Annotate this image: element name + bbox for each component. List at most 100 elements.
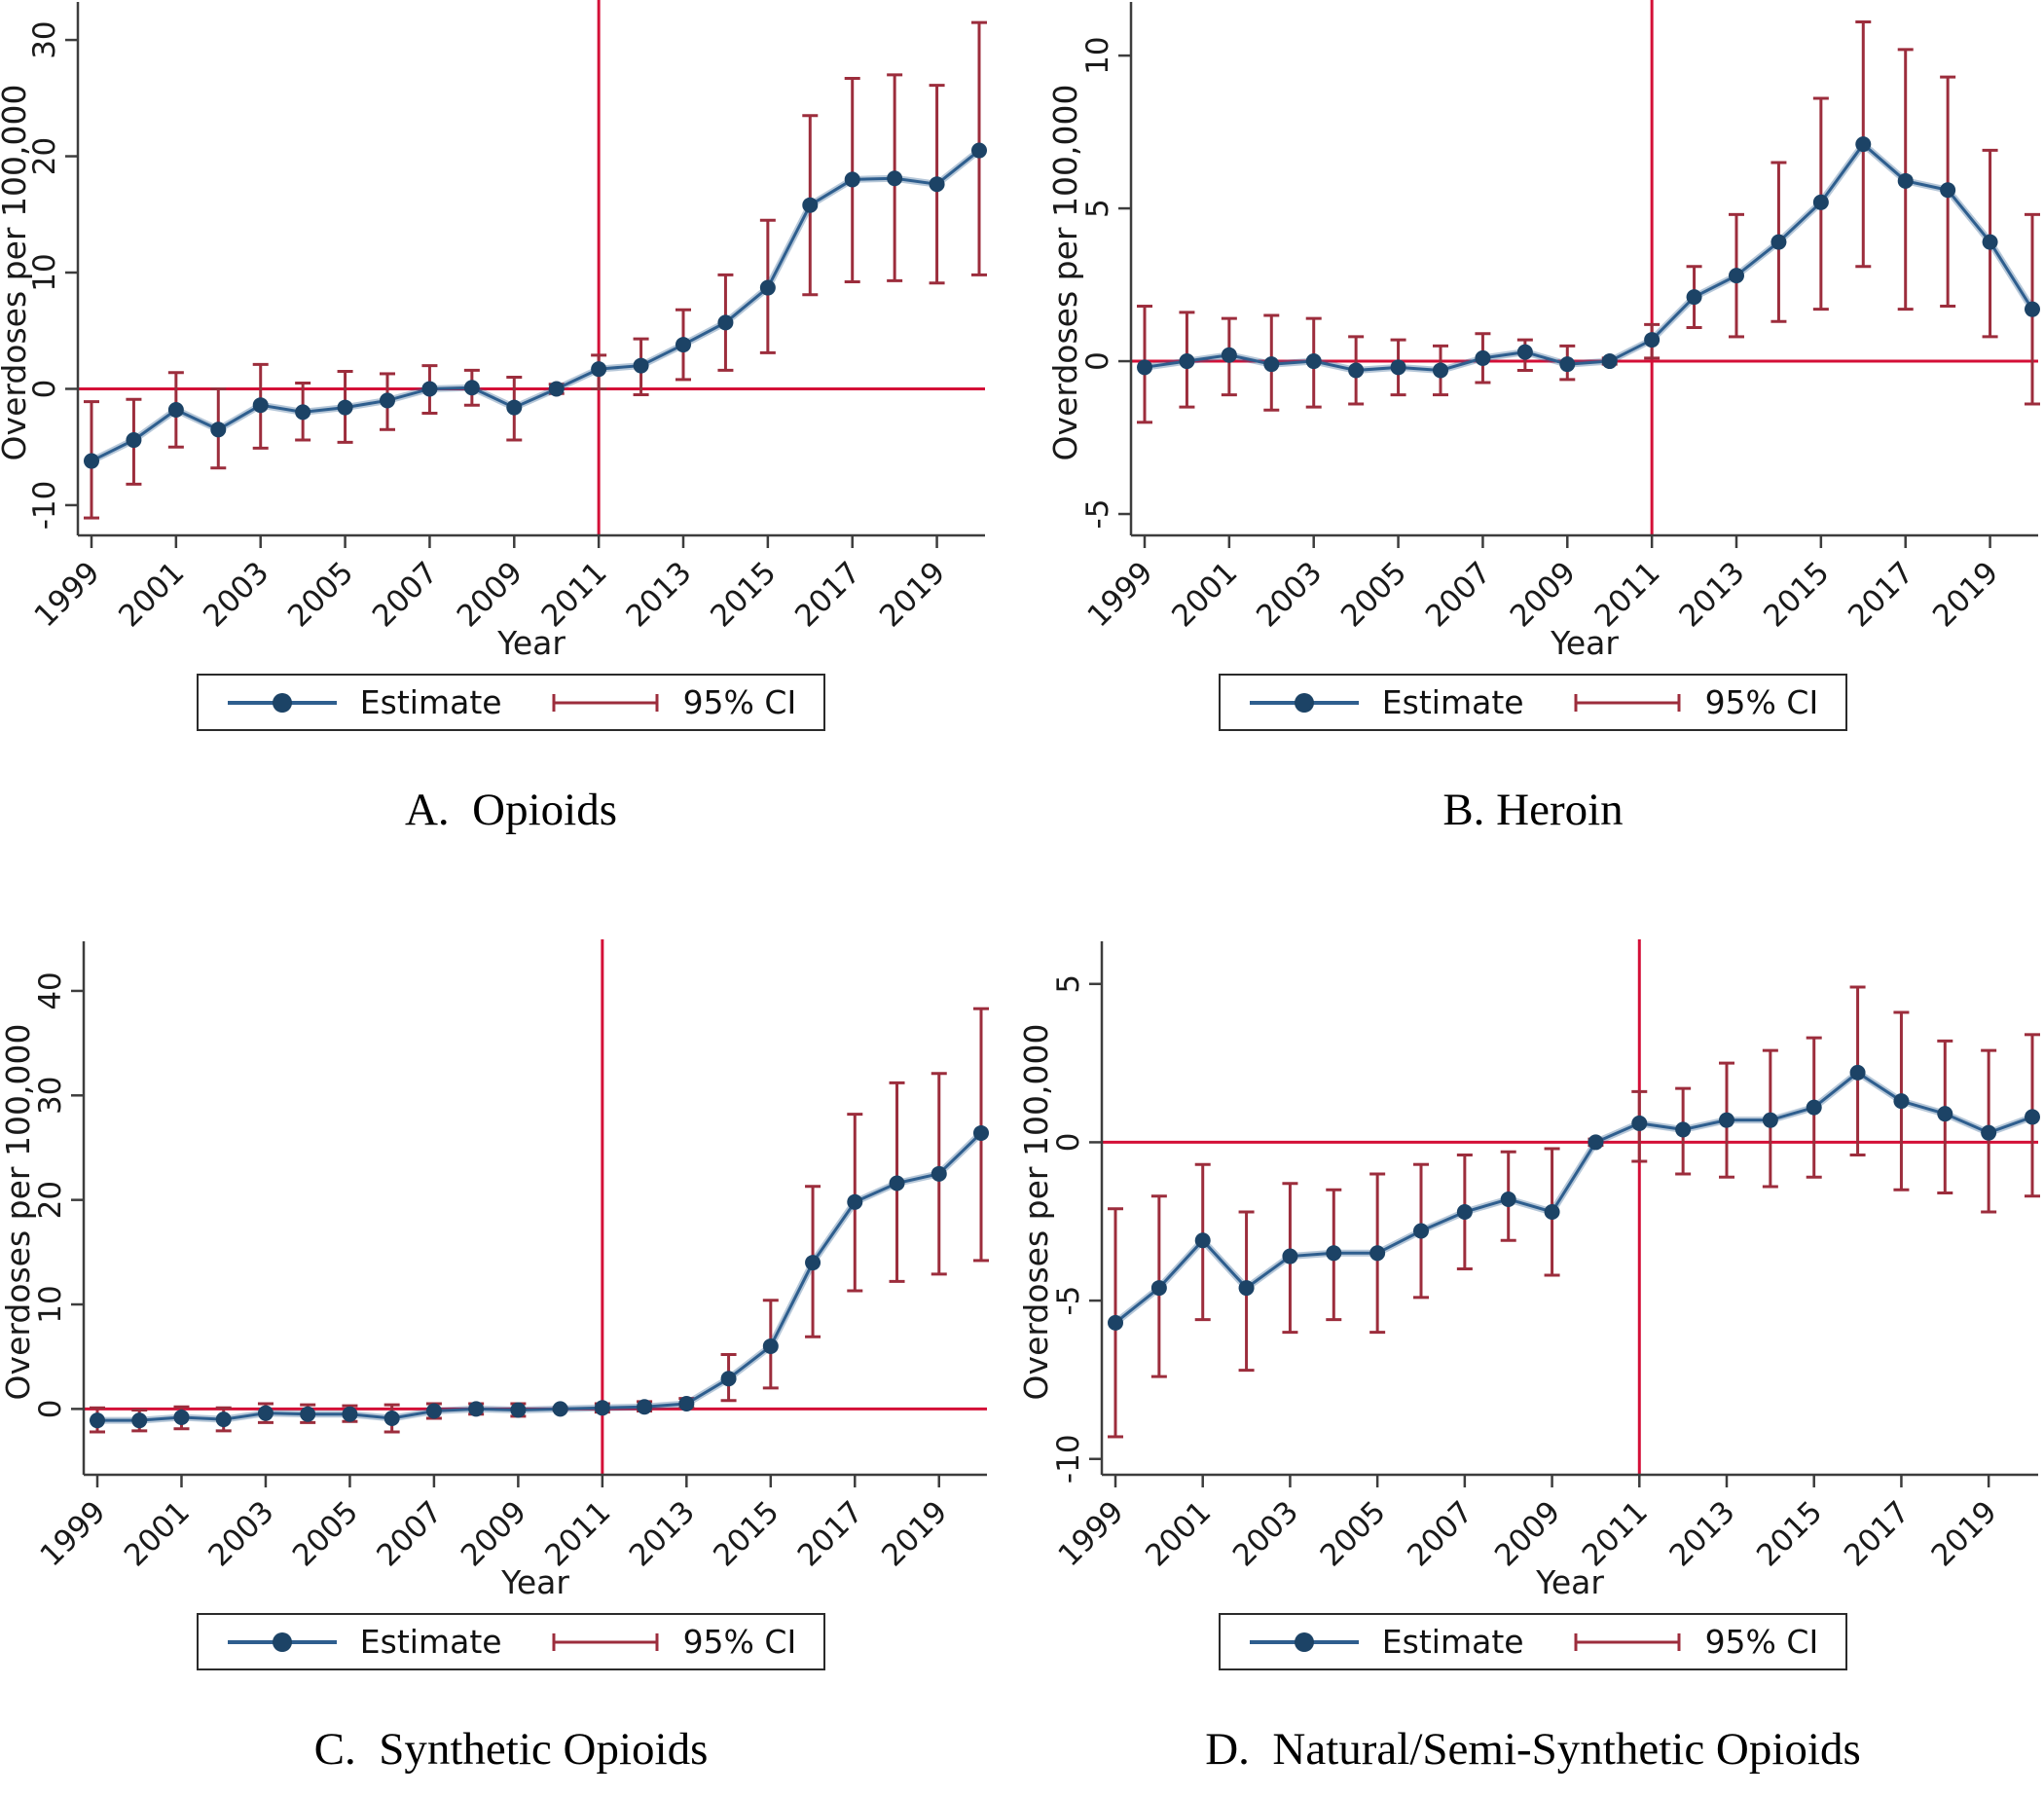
svg-text:2001: 2001 <box>1139 1494 1218 1573</box>
svg-text:2003: 2003 <box>201 1494 280 1573</box>
panel-c-legend: Estimate 95% CI <box>196 1613 826 1670</box>
panel-b-title: B. Heroin <box>1442 785 1624 835</box>
svg-text:2013: 2013 <box>1672 555 1751 634</box>
legend-ci-label: 95% CI <box>1704 683 1819 721</box>
svg-text:2011: 2011 <box>1588 555 1667 634</box>
ci-errorbar-icon <box>1571 1630 1688 1655</box>
svg-text:2005: 2005 <box>1314 1494 1393 1573</box>
svg-text:2007: 2007 <box>1401 1494 1479 1573</box>
panel-b: -5 0 5 10 1999 2001 2003 2005 2007 2009 2011 2013 20… <box>1022 0 2044 910</box>
svg-text:2013: 2013 <box>623 1494 702 1573</box>
svg-text:Year: Year <box>1535 1563 1604 1601</box>
svg-text:1999: 1999 <box>27 555 106 634</box>
svg-text:30: 30 <box>27 20 62 58</box>
svg-text:2005: 2005 <box>1334 555 1413 634</box>
svg-text:Year: Year <box>1550 624 1619 662</box>
svg-text:20: 20 <box>33 1181 68 1219</box>
svg-text:2017: 2017 <box>1842 555 1920 634</box>
svg-text:2007: 2007 <box>1419 555 1498 634</box>
svg-text:Overdoses per 100,000: Overdoses per 100,000 <box>0 85 33 461</box>
svg-text:1999: 1999 <box>1051 1494 1130 1573</box>
svg-text:2007: 2007 <box>366 555 445 634</box>
svg-text:2013: 2013 <box>1662 1494 1741 1573</box>
svg-text:-10: -10 <box>27 481 62 531</box>
svg-text:2009: 2009 <box>1504 555 1583 634</box>
svg-text:-5: -5 <box>1080 499 1115 530</box>
svg-text:2019: 2019 <box>1926 555 2005 634</box>
svg-text:Overdoses per 100,000: Overdoses per 100,000 <box>1022 1024 1055 1401</box>
estimate-line-marker-icon <box>226 690 343 715</box>
svg-text:2001: 2001 <box>118 1494 197 1573</box>
svg-text:2009: 2009 <box>451 555 529 634</box>
ci-errorbar-icon <box>1571 690 1688 715</box>
svg-text:2009: 2009 <box>1488 1494 1567 1573</box>
svg-text:1999: 1999 <box>1080 555 1159 634</box>
svg-text:2015: 2015 <box>1750 1494 1829 1573</box>
ci-errorbar-icon <box>549 1630 666 1655</box>
estimate-line-marker-icon <box>1248 1630 1365 1655</box>
svg-text:5: 5 <box>1080 199 1115 218</box>
svg-text:10: 10 <box>1080 36 1115 74</box>
panel-a: -10 0 10 20 30 1999 2001 2003 2005 2007 2009 2011 20… <box>0 0 1022 910</box>
svg-text:2017: 2017 <box>788 555 867 634</box>
svg-text:2011: 2011 <box>535 555 614 634</box>
legend-estimate-label: Estimate <box>359 683 502 721</box>
legend-estimate-label: Estimate <box>1381 1623 1524 1661</box>
svg-text:2011: 2011 <box>1576 1494 1655 1573</box>
svg-text:Year: Year <box>500 1563 569 1601</box>
ci-errorbar-icon <box>549 690 666 715</box>
panel-c: 0 10 20 30 40 1999 2001 2003 2005 2007 2009 2011 201… <box>0 910 1022 1796</box>
svg-text:10: 10 <box>33 1285 68 1323</box>
panel-a-legend: Estimate 95% CI <box>196 674 826 731</box>
svg-text:40: 40 <box>33 971 68 1009</box>
svg-text:2001: 2001 <box>112 555 191 634</box>
legend-ci-label: 95% CI <box>1704 1623 1819 1661</box>
svg-text:2001: 2001 <box>1165 555 1244 634</box>
svg-text:5: 5 <box>1051 974 1086 994</box>
svg-text:0: 0 <box>33 1399 68 1418</box>
svg-text:Overdoses per 100,000: Overdoses per 100,000 <box>1046 85 1084 461</box>
panel-a-title: A. Opioids <box>404 785 618 835</box>
svg-text:2019: 2019 <box>1925 1494 2004 1573</box>
svg-text:-5: -5 <box>1051 1286 1086 1316</box>
estimate-line-marker-icon <box>1248 690 1365 715</box>
svg-text:2005: 2005 <box>286 1494 365 1573</box>
legend-estimate-label: Estimate <box>359 1623 502 1661</box>
panel-d: -10 -5 0 5 1999 2001 2003 2005 2007 2009 2011 2013 2… <box>1022 910 2044 1796</box>
svg-text:2015: 2015 <box>704 555 783 634</box>
panel-c-title: C. Synthetic Opioids <box>313 1724 709 1775</box>
svg-text:30: 30 <box>33 1077 68 1115</box>
svg-text:0: 0 <box>1051 1133 1086 1153</box>
svg-text:2007: 2007 <box>370 1494 449 1573</box>
svg-text:2011: 2011 <box>538 1494 617 1573</box>
svg-text:2009: 2009 <box>455 1494 533 1573</box>
legend-ci-label: 95% CI <box>682 683 797 721</box>
svg-text:Year: Year <box>496 624 566 662</box>
legend-ci-label: 95% CI <box>682 1623 797 1661</box>
svg-text:2015: 2015 <box>707 1494 785 1573</box>
svg-text:1999: 1999 <box>33 1494 112 1573</box>
svg-text:2003: 2003 <box>1226 1494 1305 1573</box>
svg-text:Overdoses per 100,000: Overdoses per 100,000 <box>0 1024 37 1401</box>
svg-text:2019: 2019 <box>873 555 952 634</box>
panel-b-legend: Estimate 95% CI <box>1218 674 1848 731</box>
svg-text:2017: 2017 <box>791 1494 870 1573</box>
svg-text:2019: 2019 <box>875 1494 954 1573</box>
svg-text:2013: 2013 <box>619 555 698 634</box>
svg-text:-10: -10 <box>1051 1434 1086 1484</box>
svg-text:2003: 2003 <box>197 555 275 634</box>
panel-d-title: D. Natural/Semi-Synthetic Opioids <box>1205 1724 1861 1775</box>
svg-text:20: 20 <box>27 137 62 175</box>
svg-text:2015: 2015 <box>1757 555 1836 634</box>
panel-d-legend: Estimate 95% CI <box>1218 1613 1848 1670</box>
svg-text:2017: 2017 <box>1838 1494 1916 1573</box>
svg-text:0: 0 <box>27 380 62 399</box>
svg-text:10: 10 <box>27 253 62 291</box>
svg-text:2003: 2003 <box>1250 555 1329 634</box>
svg-text:0: 0 <box>1080 351 1115 371</box>
